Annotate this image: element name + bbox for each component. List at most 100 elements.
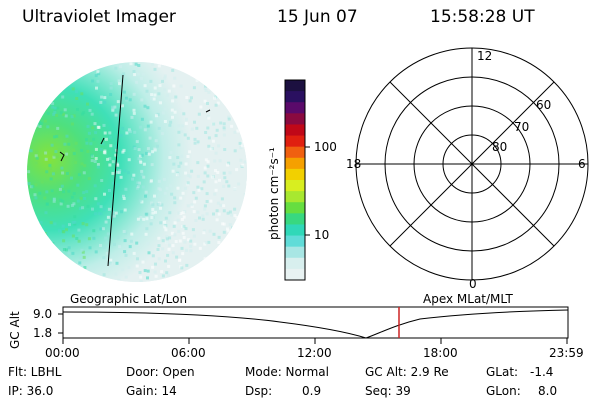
emission-speckle — [220, 197, 224, 201]
emission-speckle — [153, 194, 156, 198]
emission-speckle — [228, 223, 232, 227]
emission-speckle — [146, 106, 150, 110]
emission-speckle — [122, 197, 126, 200]
emission-speckle — [70, 203, 74, 207]
emission-speckle — [183, 133, 187, 137]
emission-speckle — [55, 134, 59, 138]
emission-speckle — [163, 220, 166, 224]
emission-speckle — [109, 258, 113, 262]
x-tick-18-00: 18:00 — [423, 346, 458, 360]
emission-speckle — [139, 216, 143, 220]
emission-speckle — [140, 117, 144, 121]
emission-speckle — [128, 130, 132, 134]
emission-speckle — [166, 253, 170, 257]
emission-speckle — [66, 172, 69, 175]
emission-speckle — [164, 228, 168, 232]
emission-speckle — [111, 107, 115, 111]
emission-speckle — [111, 105, 115, 109]
emission-speckle — [203, 87, 207, 90]
emission-speckle — [227, 184, 231, 188]
timeline-right-title: Apex MLat/MLT — [423, 292, 513, 306]
emission-speckle — [196, 210, 200, 214]
emission-speckle — [151, 254, 155, 258]
emission-speckle — [175, 197, 179, 201]
emission-speckle — [192, 234, 196, 238]
emission-speckle — [44, 157, 48, 161]
emission-speckle — [55, 155, 59, 159]
emission-speckle — [165, 240, 169, 244]
emission-speckle — [161, 111, 165, 115]
emission-speckle — [207, 116, 211, 120]
emission-speckle — [164, 210, 168, 214]
emission-speckle — [241, 163, 245, 167]
emission-speckle — [227, 161, 231, 165]
emission-speckle — [202, 180, 206, 184]
emission-speckle — [103, 100, 107, 104]
emission-speckle — [173, 233, 177, 237]
emission-speckle — [75, 97, 79, 100]
status-gc-alt: GC Alt: 2.9 Re — [365, 365, 449, 379]
emission-speckle — [153, 270, 157, 274]
emission-speckle — [204, 241, 208, 245]
emission-speckle — [214, 180, 218, 184]
emission-speckle — [217, 235, 221, 239]
emission-speckle — [80, 248, 84, 252]
mlat-label-80: 80 — [492, 140, 508, 154]
emission-speckle — [177, 130, 181, 134]
emission-speckle — [157, 179, 161, 183]
emission-speckle — [173, 201, 177, 205]
emission-speckle — [189, 249, 193, 253]
emission-speckle — [119, 175, 123, 179]
emission-speckle — [187, 238, 191, 242]
emission-speckle — [186, 174, 190, 177]
emission-speckle — [82, 191, 86, 195]
emission-speckle — [132, 251, 136, 255]
emission-speckle — [144, 232, 148, 236]
emission-speckle — [123, 250, 127, 254]
emission-speckle — [99, 100, 103, 104]
emission-speckle — [142, 162, 146, 166]
emission-speckle — [60, 166, 64, 170]
emission-speckle — [58, 148, 62, 151]
emission-speckle — [218, 178, 221, 182]
emission-speckle — [199, 105, 203, 109]
emission-speckle — [94, 197, 98, 201]
emission-speckle — [136, 185, 140, 189]
emission-speckle — [135, 241, 139, 245]
emission-speckle — [44, 151, 48, 155]
emission-speckle — [169, 151, 173, 154]
emission-speckle — [141, 185, 145, 189]
emission-speckle — [230, 124, 234, 128]
emission-speckle — [171, 99, 175, 103]
emission-speckle — [188, 99, 192, 103]
emission-speckle — [182, 224, 186, 228]
emission-speckle — [222, 171, 226, 175]
emission-speckle — [163, 76, 167, 80]
emission-speckle — [123, 169, 127, 173]
colorbar-frame — [284, 79, 306, 281]
emission-speckle — [73, 222, 77, 226]
emission-speckle — [139, 280, 143, 282]
emission-speckle — [137, 64, 141, 67]
emission-speckle — [153, 147, 157, 151]
emission-speckle — [181, 231, 185, 235]
emission-speckle — [178, 239, 182, 243]
emission-speckle — [76, 108, 79, 111]
emission-speckle — [213, 192, 217, 196]
emission-speckle — [138, 154, 142, 158]
emission-speckle — [78, 261, 82, 265]
emission-speckle — [170, 196, 174, 200]
emission-speckle — [228, 210, 232, 214]
emission-speckle — [31, 184, 35, 188]
emission-speckle — [141, 260, 145, 264]
emission-speckle — [35, 156, 39, 160]
emission-speckle — [62, 112, 65, 116]
emission-speckle — [166, 93, 170, 97]
emission-speckle — [181, 191, 185, 195]
emission-speckle — [114, 113, 118, 117]
emission-speckle — [132, 173, 136, 177]
emission-speckle — [170, 108, 174, 112]
emission-speckle — [190, 203, 194, 207]
emission-speckle — [166, 273, 170, 277]
